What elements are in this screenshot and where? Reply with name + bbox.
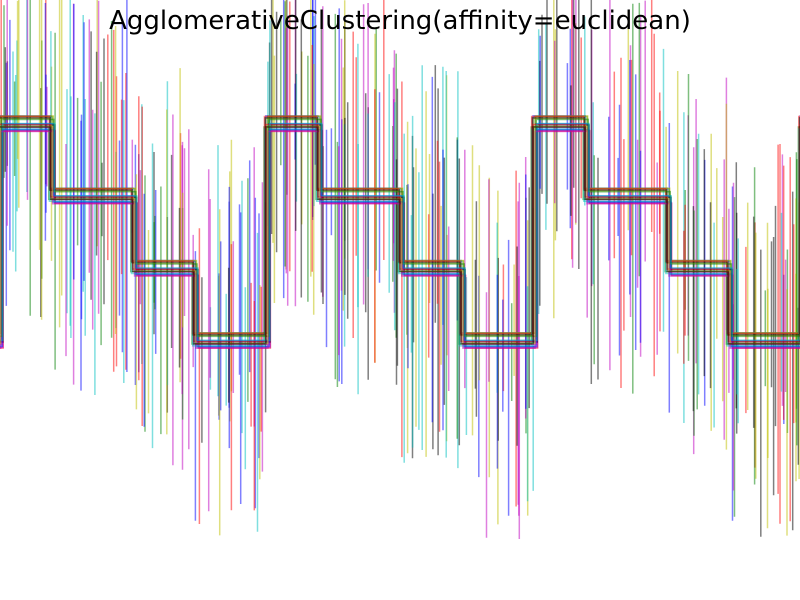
step-series-group <box>0 115 800 349</box>
step-series-line <box>0 122 800 342</box>
step-series-line <box>0 118 800 338</box>
noise-spike-group <box>0 0 800 539</box>
step-series-line <box>0 126 800 345</box>
